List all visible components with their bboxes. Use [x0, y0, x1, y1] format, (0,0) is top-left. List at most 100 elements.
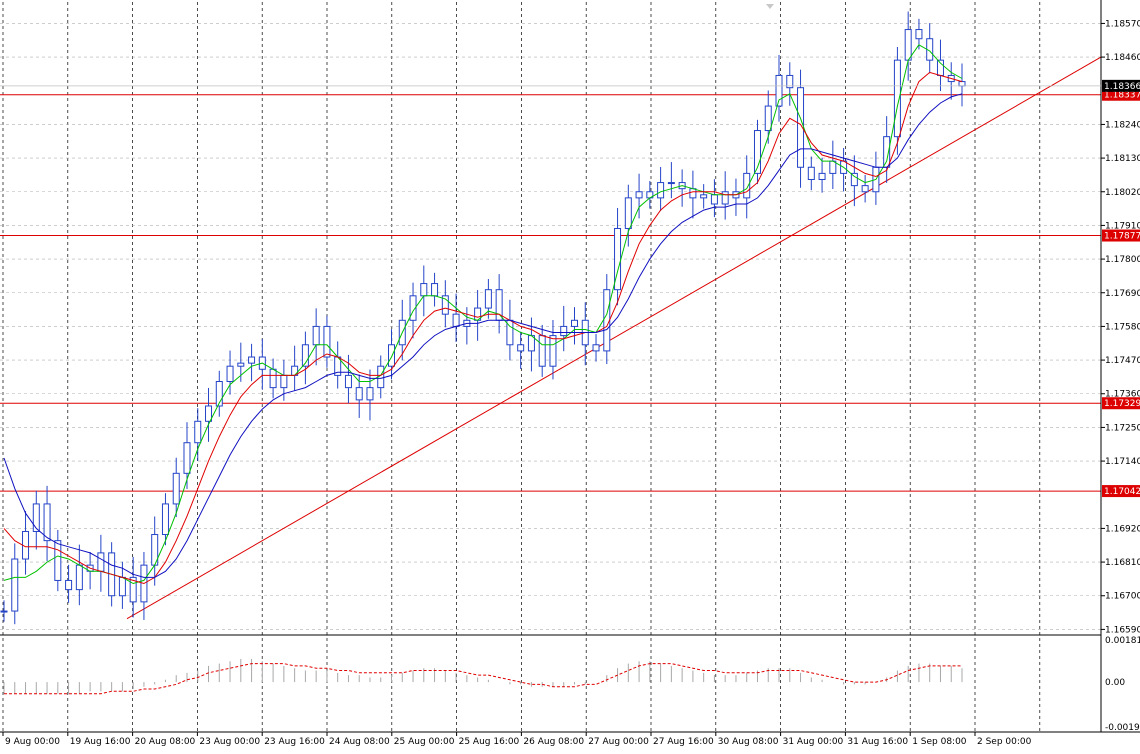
time-tick-label: 19 Aug 16:00 [70, 737, 131, 747]
chart-axes: 1.18570 1.18460 1.18240 1.18130 1.18020 1.179… [0, 4, 1140, 747]
candle-body [301, 344, 309, 367]
candle-body [172, 472, 180, 505]
oscillator-tick-label: 0.00 [1105, 678, 1125, 688]
time-tick-label: 27 Aug 00:00 [588, 737, 649, 747]
candle [323, 315, 331, 368]
candle [215, 370, 223, 417]
candle-body [344, 374, 352, 389]
candle [495, 274, 503, 334]
candle-body [743, 172, 751, 199]
candle [248, 343, 256, 382]
candle [603, 274, 611, 365]
candle [570, 307, 578, 345]
time-tick-label: 23 Aug 00:00 [199, 737, 260, 747]
candle-body [904, 29, 912, 61]
candle-body [603, 289, 611, 352]
candle-body [517, 344, 525, 352]
candle-body [280, 374, 288, 389]
candle [829, 140, 837, 189]
candle-body [818, 172, 826, 181]
candle [710, 179, 718, 218]
price-tick-label: 1.18570 [1105, 19, 1140, 29]
candle [614, 207, 622, 306]
candle-body [861, 185, 869, 193]
level-tag-label: 1.18337 [1104, 91, 1140, 101]
candle-body [226, 365, 234, 383]
price-tick-label: 1.16920 [1105, 524, 1140, 534]
candle-body [753, 130, 761, 174]
candle-body [215, 381, 223, 407]
candle [484, 278, 492, 319]
candle-body [560, 325, 568, 337]
candle-body [667, 182, 675, 185]
candle-body [775, 74, 783, 107]
moving-average-line [3, 93, 963, 578]
candle-body [355, 387, 363, 401]
candle-body [54, 540, 62, 581]
candle [700, 184, 708, 209]
candle-body [484, 289, 492, 309]
candle [97, 534, 105, 592]
candle-body [592, 344, 600, 352]
candle [474, 289, 482, 341]
candle-body [549, 335, 557, 367]
time-tick-label: 2 Sep 00:00 [977, 737, 1032, 747]
level-tag[interactable] [1102, 485, 1140, 498]
candle [592, 334, 600, 362]
candle [75, 544, 83, 606]
candle [32, 490, 40, 550]
candle [431, 272, 439, 307]
candle-body [75, 564, 83, 591]
horizontal-levels[interactable] [0, 94, 1101, 492]
candle [667, 162, 675, 199]
candle-body [11, 558, 19, 612]
moving-average-line [3, 71, 963, 585]
candle-body [129, 576, 137, 603]
candle-body [829, 160, 837, 174]
price-tick-label: 1.17360 [1105, 390, 1140, 400]
price-tick-label: 1.17250 [1105, 423, 1140, 433]
candle-body [97, 552, 105, 572]
candle [205, 387, 213, 442]
candle [893, 46, 901, 155]
time-tick-label: 23 Aug 16:00 [264, 737, 325, 747]
trend-line[interactable] [126, 56, 1102, 620]
candle [22, 510, 30, 575]
candle [366, 369, 374, 421]
candle-body [764, 105, 772, 132]
chart-grid [0, 2, 1101, 731]
candle [129, 556, 137, 618]
candle [689, 170, 697, 219]
price-tick-label: 1.18130 [1105, 154, 1140, 164]
level-tag[interactable] [1102, 397, 1140, 410]
candle-body [721, 191, 729, 205]
candle-body [161, 503, 169, 536]
trend-line-segment[interactable] [126, 56, 1102, 620]
moving-averages [3, 44, 963, 585]
candle [506, 299, 514, 361]
oscillator-subwindow [3, 658, 963, 695]
time-tick-label: 20 Aug 08:00 [135, 737, 196, 747]
price-tick-label: 1.17580 [1105, 322, 1140, 332]
candle-body [850, 172, 858, 187]
time-tick-label: 30 Aug 08:00 [718, 737, 779, 747]
candle [646, 181, 654, 209]
candle [388, 329, 396, 380]
time-tick-label: 31 Aug 00:00 [783, 737, 844, 747]
level-tag-label: 1.17877 [1104, 232, 1140, 242]
time-tick-label: 26 Aug 08:00 [523, 737, 584, 747]
candle-body [194, 420, 202, 444]
candle [441, 280, 449, 328]
candle [161, 493, 169, 546]
candle [549, 319, 557, 380]
level-tag[interactable] [1102, 229, 1140, 242]
candle-body [409, 295, 417, 321]
candle-body [420, 283, 428, 297]
candle [54, 529, 62, 592]
candle [872, 151, 880, 205]
candle-body [635, 191, 643, 199]
time-tick-label: 27 Aug 16:00 [653, 737, 714, 747]
candle [958, 63, 966, 107]
price-tick-label: 1.17140 [1105, 457, 1140, 467]
